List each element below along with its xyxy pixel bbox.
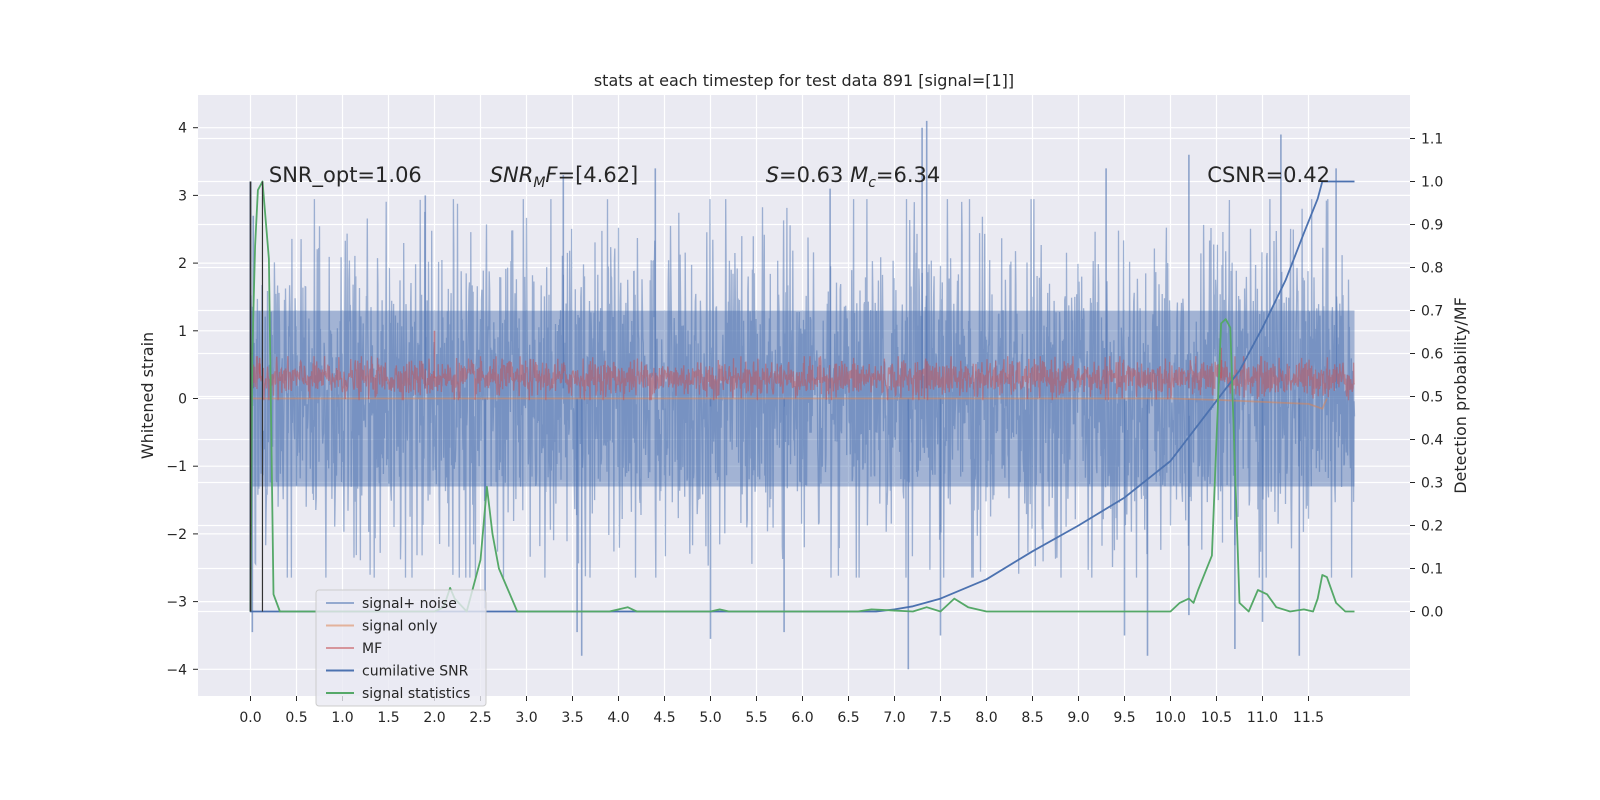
x-tick-label: 5.5: [745, 710, 767, 726]
annotation-0: SNR_opt=1.06: [269, 163, 422, 188]
annotations: SNR_opt=1.06 SNRMF=[4.62] S=0.63 Mc=6.34 CS…: [269, 163, 1330, 191]
y2-tick-label: 0.1: [1421, 562, 1443, 578]
legend-label: cumilative SNR: [362, 664, 469, 680]
x-tick-label: 0.0: [239, 710, 261, 726]
x-tick-label: 6.0: [791, 710, 813, 726]
legend-label: signal only: [362, 619, 437, 635]
y2-tick-label: 0.7: [1421, 304, 1443, 320]
annotation-3: CSNR=0.42: [1207, 163, 1330, 187]
chart-title: stats at each timestep for test data 891…: [594, 71, 1014, 90]
x-tick-label: 8.5: [1021, 710, 1043, 726]
y2-tick-label: 0.2: [1421, 519, 1443, 535]
y-tick-label: 4: [178, 121, 187, 137]
series-mf: [250, 330, 1356, 401]
y-tick-label: 2: [178, 256, 187, 272]
legend-label: signal+ noise: [362, 596, 457, 612]
legend-box: [315, 589, 487, 707]
y2-tick-label: 0.5: [1421, 390, 1443, 406]
x-tick-label: 8.0: [975, 710, 997, 726]
y2-tick-label: 0.0: [1421, 605, 1443, 621]
y2-tick-label: 0.6: [1421, 347, 1443, 363]
x-tick-label: 0.5: [285, 710, 307, 726]
x-tick-label: 10.0: [1155, 710, 1186, 726]
y-tick-label: −3: [166, 595, 187, 611]
x-tick-label: 7.5: [929, 710, 951, 726]
y2-axis-label: Detection probability/MF: [1451, 297, 1470, 494]
x-tick-label: 2.5: [469, 710, 491, 726]
y-tick-label: 1: [178, 324, 187, 340]
annotation-1: SNRMF=[4.62]: [490, 163, 639, 191]
x-tick-label: 3.5: [561, 710, 583, 726]
y2-tick-label: 0.4: [1421, 433, 1443, 449]
y2-tick-label: 0.8: [1421, 261, 1443, 277]
y-tick-label: −2: [166, 527, 187, 543]
x-tick-label: 7.0: [883, 710, 905, 726]
x-tick-label: 9.0: [1067, 710, 1089, 726]
annotation-2: S=0.63 Mc=6.34: [766, 163, 941, 191]
x-tick-label: 5.0: [699, 710, 721, 726]
legend-label: signal statistics: [362, 686, 470, 702]
x-tick-label: 9.5: [1113, 710, 1135, 726]
x-tick-label: 3.0: [515, 710, 537, 726]
x-tick-label: 11.5: [1293, 710, 1324, 726]
y-tick-label: 0: [178, 392, 187, 408]
legend-label: MF: [362, 641, 382, 657]
x-tick-label: 6.5: [837, 710, 859, 726]
y-tick-label: 3: [178, 188, 187, 204]
series-trace: [249, 199, 1356, 578]
series-cumilative-snr: [249, 180, 1355, 613]
x-tick-label: 4.5: [653, 710, 675, 726]
series-layer: [249, 120, 1356, 670]
x-tick-label: 1.0: [331, 710, 353, 726]
y2-tick-label: 0.9: [1421, 218, 1443, 234]
series-trace: [250, 356, 1356, 401]
y2-tick-label: 0.3: [1421, 476, 1443, 492]
x-tick-label: 11.0: [1247, 710, 1278, 726]
series-signal-only: [250, 397, 1328, 410]
x-tick-label: 1.5: [377, 710, 399, 726]
y-axis-label: Whitened strain: [138, 332, 157, 459]
x-tick-label: 2.0: [423, 710, 445, 726]
y2-tick-label: 1.1: [1421, 132, 1443, 148]
x-tick-label: 10.5: [1201, 710, 1232, 726]
y2-tick-label: 1.0: [1421, 175, 1443, 191]
y-tick-label: −1: [166, 459, 187, 475]
axes-layer: 0.0 0.5 1.0 1.5 2.0 2.5 3.0 3.5 4.0 4.5 5.0 5.5 6.0 6…: [166, 121, 1443, 726]
x-tick-label: 4.0: [607, 710, 629, 726]
legend: signal+ noise signal only MF cumilative SNR…: [315, 589, 487, 707]
y-tick-label: −4: [166, 662, 187, 678]
